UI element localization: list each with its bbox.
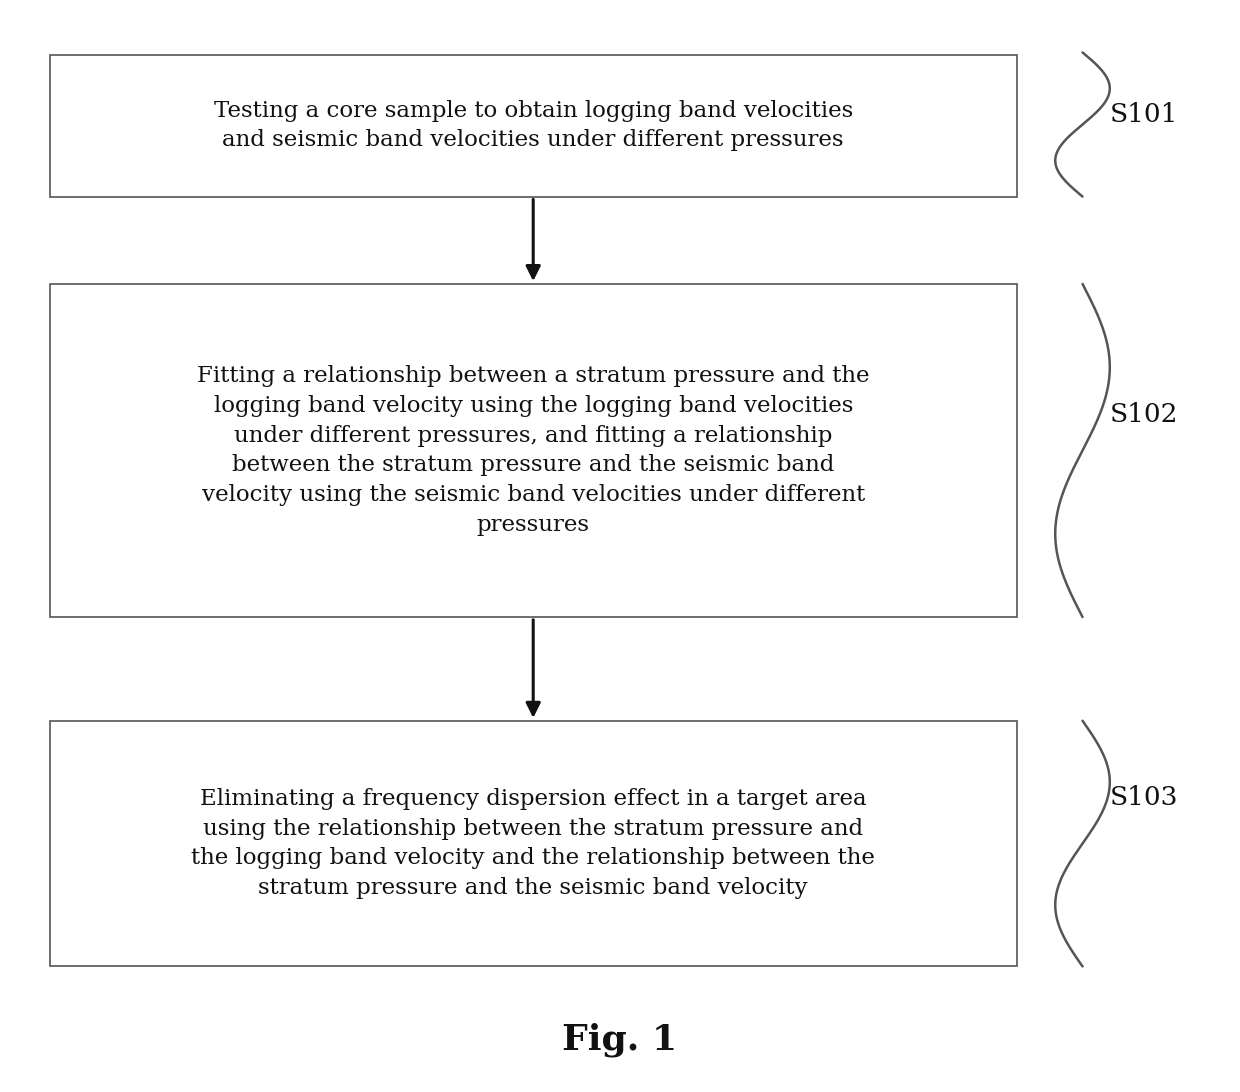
Text: S101: S101 [1110, 103, 1178, 127]
Text: Fig. 1: Fig. 1 [563, 1022, 677, 1057]
Text: Fitting a relationship between a stratum pressure and the
logging band velocity : Fitting a relationship between a stratum… [197, 366, 869, 535]
Text: Testing a core sample to obtain logging band velocities
and seismic band velocit: Testing a core sample to obtain logging … [213, 99, 853, 152]
FancyBboxPatch shape [50, 55, 1017, 197]
Text: Eliminating a frequency dispersion effect in a target area
using the relationshi: Eliminating a frequency dispersion effec… [191, 788, 875, 899]
FancyBboxPatch shape [50, 284, 1017, 617]
FancyBboxPatch shape [50, 721, 1017, 966]
Text: S102: S102 [1110, 403, 1178, 427]
Text: S103: S103 [1110, 785, 1178, 809]
